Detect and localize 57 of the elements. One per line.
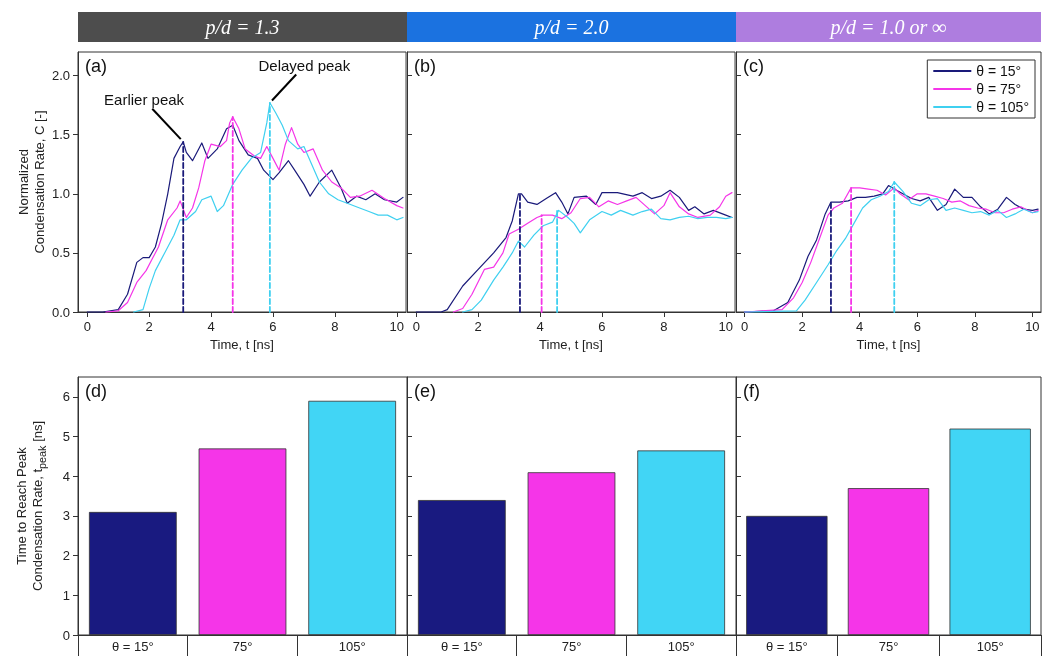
x-tick-label: 105° xyxy=(338,639,366,654)
x-tick-label: θ = 15° xyxy=(111,639,154,654)
x-tick-label: 75° xyxy=(561,639,582,654)
y-tick-label: 0 xyxy=(62,627,70,643)
y-tick-label: 6 xyxy=(62,389,70,405)
x-tick-label: 0 xyxy=(412,319,420,334)
y-tick-label: 1.0 xyxy=(51,186,70,202)
x-axis-title: Time, t [ns] xyxy=(210,337,274,352)
x-tick-label: 2 xyxy=(474,319,482,334)
y-tick-label: 4 xyxy=(62,468,70,484)
x-tick-label: 4 xyxy=(536,319,544,334)
x-tick-label: 75° xyxy=(232,639,253,654)
y-tick-label: 0.5 xyxy=(51,245,70,261)
x-tick-label: 75° xyxy=(878,639,899,654)
x-tick-label: 10 xyxy=(389,319,404,334)
chart-title: p/d = 2.0 xyxy=(532,16,609,39)
annotation: (a) xyxy=(85,56,107,76)
x-tick-label: 4 xyxy=(856,319,864,334)
annotation: (f) xyxy=(743,381,760,401)
chart-title: p/d = 1.3 xyxy=(203,16,280,39)
y-tick-label: 2 xyxy=(62,548,70,564)
y-tick-label: 2.0 xyxy=(51,68,70,84)
annotation: (e) xyxy=(414,381,436,401)
x-tick-label: 6 xyxy=(269,319,277,334)
y-tick-label: 1 xyxy=(62,587,70,603)
x-tick-label: 8 xyxy=(331,319,339,334)
annotation: Delayed peak xyxy=(258,57,351,75)
annotation: (b) xyxy=(414,56,436,76)
x-tick-label: 4 xyxy=(207,319,215,334)
y-axis-title: Normalized Condensation Rate, C [-] xyxy=(16,110,48,254)
chart-title: p/d = 1.0 or ∞ xyxy=(828,16,947,39)
x-tick-label: 6 xyxy=(913,319,921,334)
x-tick-label: 6 xyxy=(598,319,606,334)
x-tick-label: 2 xyxy=(798,319,806,334)
y-tick-label: 5 xyxy=(62,429,70,445)
x-tick-label: 10 xyxy=(1025,319,1040,334)
annotation: (d) xyxy=(85,381,107,401)
legend-label: θ = 75° xyxy=(976,81,1022,97)
legend-label: θ = 105° xyxy=(976,99,1029,115)
y-tick-label: 0.0 xyxy=(51,304,70,320)
annotation: Earlier peak xyxy=(104,91,185,109)
y-tick-label: 3 xyxy=(62,508,70,524)
x-tick-label: 2 xyxy=(145,319,153,334)
x-tick-label: 105° xyxy=(667,639,695,654)
x-tick-label: 0 xyxy=(83,319,91,334)
annotation: (c) xyxy=(743,56,764,76)
x-tick-label: 8 xyxy=(971,319,979,334)
x-axis-title: Time, t [ns] xyxy=(856,337,921,352)
y-tick-label: 1.5 xyxy=(51,127,70,143)
x-tick-label: 0 xyxy=(741,319,749,334)
x-tick-label: θ = 15° xyxy=(440,639,483,654)
legend-label: θ = 15° xyxy=(976,63,1022,79)
x-tick-label: θ = 15° xyxy=(765,639,808,654)
x-tick-label: 8 xyxy=(660,319,668,334)
x-axis-title: Time, t [ns] xyxy=(539,337,603,352)
x-tick-label: 10 xyxy=(718,319,733,334)
x-tick-label: 105° xyxy=(976,639,1004,654)
